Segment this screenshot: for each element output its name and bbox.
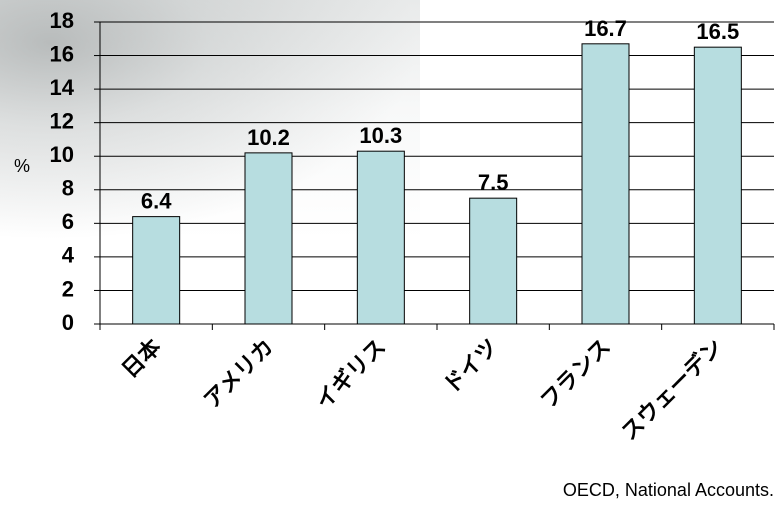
- y-tick-label: 2: [62, 276, 74, 301]
- data-label: 6.4: [141, 189, 172, 214]
- gridlines: [94, 22, 774, 324]
- category-labels: 日本 アメリカ イギリス ドイツ フランス スウェーデン: [118, 334, 728, 446]
- bar: [245, 153, 292, 324]
- bar: [582, 44, 629, 324]
- bar: [357, 151, 404, 324]
- category-label: イギリス: [311, 335, 391, 415]
- data-label: 10.3: [359, 123, 402, 148]
- source-note: OECD, National Accounts.: [468, 480, 774, 501]
- y-tick-label: 6: [62, 209, 74, 234]
- bar: [470, 198, 517, 324]
- y-tick-label: 14: [50, 75, 75, 100]
- category-label: スウェーデン: [616, 334, 728, 446]
- data-labels: 6.4 10.2 10.3 7.5 16.7 16.5: [141, 16, 739, 214]
- data-label: 16.7: [584, 16, 627, 41]
- y-tick-label: 8: [62, 176, 74, 201]
- category-label: フランス: [536, 335, 616, 415]
- data-label: 7.5: [478, 170, 509, 195]
- category-label: アメリカ: [200, 335, 279, 414]
- y-tick-label: 16: [50, 41, 74, 66]
- y-tick-label: 4: [62, 243, 75, 268]
- y-tick-label: 10: [50, 142, 74, 167]
- bar: [133, 217, 180, 324]
- bars: [133, 44, 742, 324]
- y-tick-label: 0: [62, 310, 74, 335]
- y-tick-label: 12: [50, 108, 74, 133]
- data-label: 16.5: [696, 19, 739, 44]
- category-label: ドイツ: [439, 335, 503, 399]
- axes: [100, 22, 774, 330]
- y-tick-labels: 0 2 4 6 8 10 12 14 16 18: [50, 8, 75, 335]
- data-label: 10.2: [247, 125, 290, 150]
- category-label: 日本: [118, 335, 167, 384]
- bar: [694, 47, 741, 324]
- y-tick-label: 18: [50, 8, 74, 33]
- y-axis-label: %: [14, 156, 30, 176]
